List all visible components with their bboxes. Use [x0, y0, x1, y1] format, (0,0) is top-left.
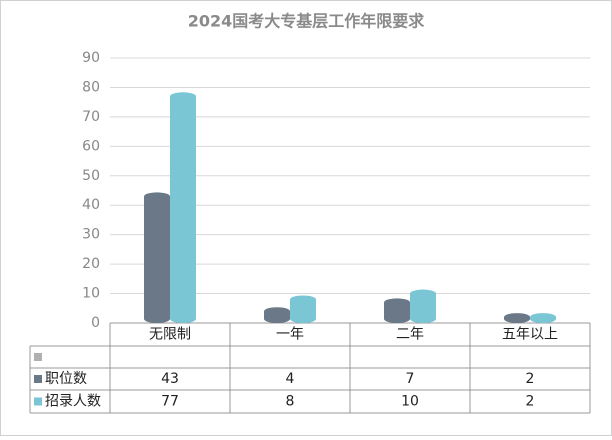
table-value: 8: [286, 394, 295, 410]
y-tick-label: 10: [82, 286, 100, 302]
table-value: 2: [526, 371, 535, 387]
y-tick-label: 20: [82, 256, 100, 272]
y-tick-label: 30: [82, 227, 100, 243]
y-tick-label: 40: [82, 197, 100, 213]
legend-label: 职位数: [45, 371, 87, 387]
chart-title: 2024国考大专基层工作年限要求: [188, 12, 426, 31]
legend-key: [34, 375, 42, 383]
y-tick-label: 0: [91, 315, 100, 331]
y-tick-label: 50: [82, 168, 100, 184]
table-value: 4: [286, 371, 295, 387]
y-tick-label: 80: [82, 79, 100, 95]
bar: [504, 313, 530, 323]
bar: [290, 295, 316, 323]
legend-label: 招录人数: [45, 394, 101, 410]
table-value: 2: [526, 394, 535, 410]
y-tick-label: 70: [82, 109, 100, 125]
table-value: 7: [406, 371, 415, 387]
legend-key-empty: [34, 353, 42, 361]
table-value: 10: [401, 394, 419, 410]
table-value: 43: [161, 371, 179, 387]
x-tick-label: 五年以上: [502, 327, 558, 343]
y-tick-label: 90: [82, 50, 100, 66]
x-tick-label: 一年: [276, 327, 304, 343]
bar: [144, 192, 170, 323]
y-tick-label: 60: [82, 138, 100, 154]
bar: [264, 307, 290, 323]
legend-key: [34, 397, 42, 406]
bar: [530, 313, 556, 323]
bar: [410, 289, 436, 323]
table-value: 77: [161, 394, 179, 410]
bar: [170, 92, 196, 324]
x-tick-label: 无限制: [149, 327, 191, 343]
bar: [384, 298, 410, 323]
x-tick-label: 二年: [396, 327, 424, 343]
